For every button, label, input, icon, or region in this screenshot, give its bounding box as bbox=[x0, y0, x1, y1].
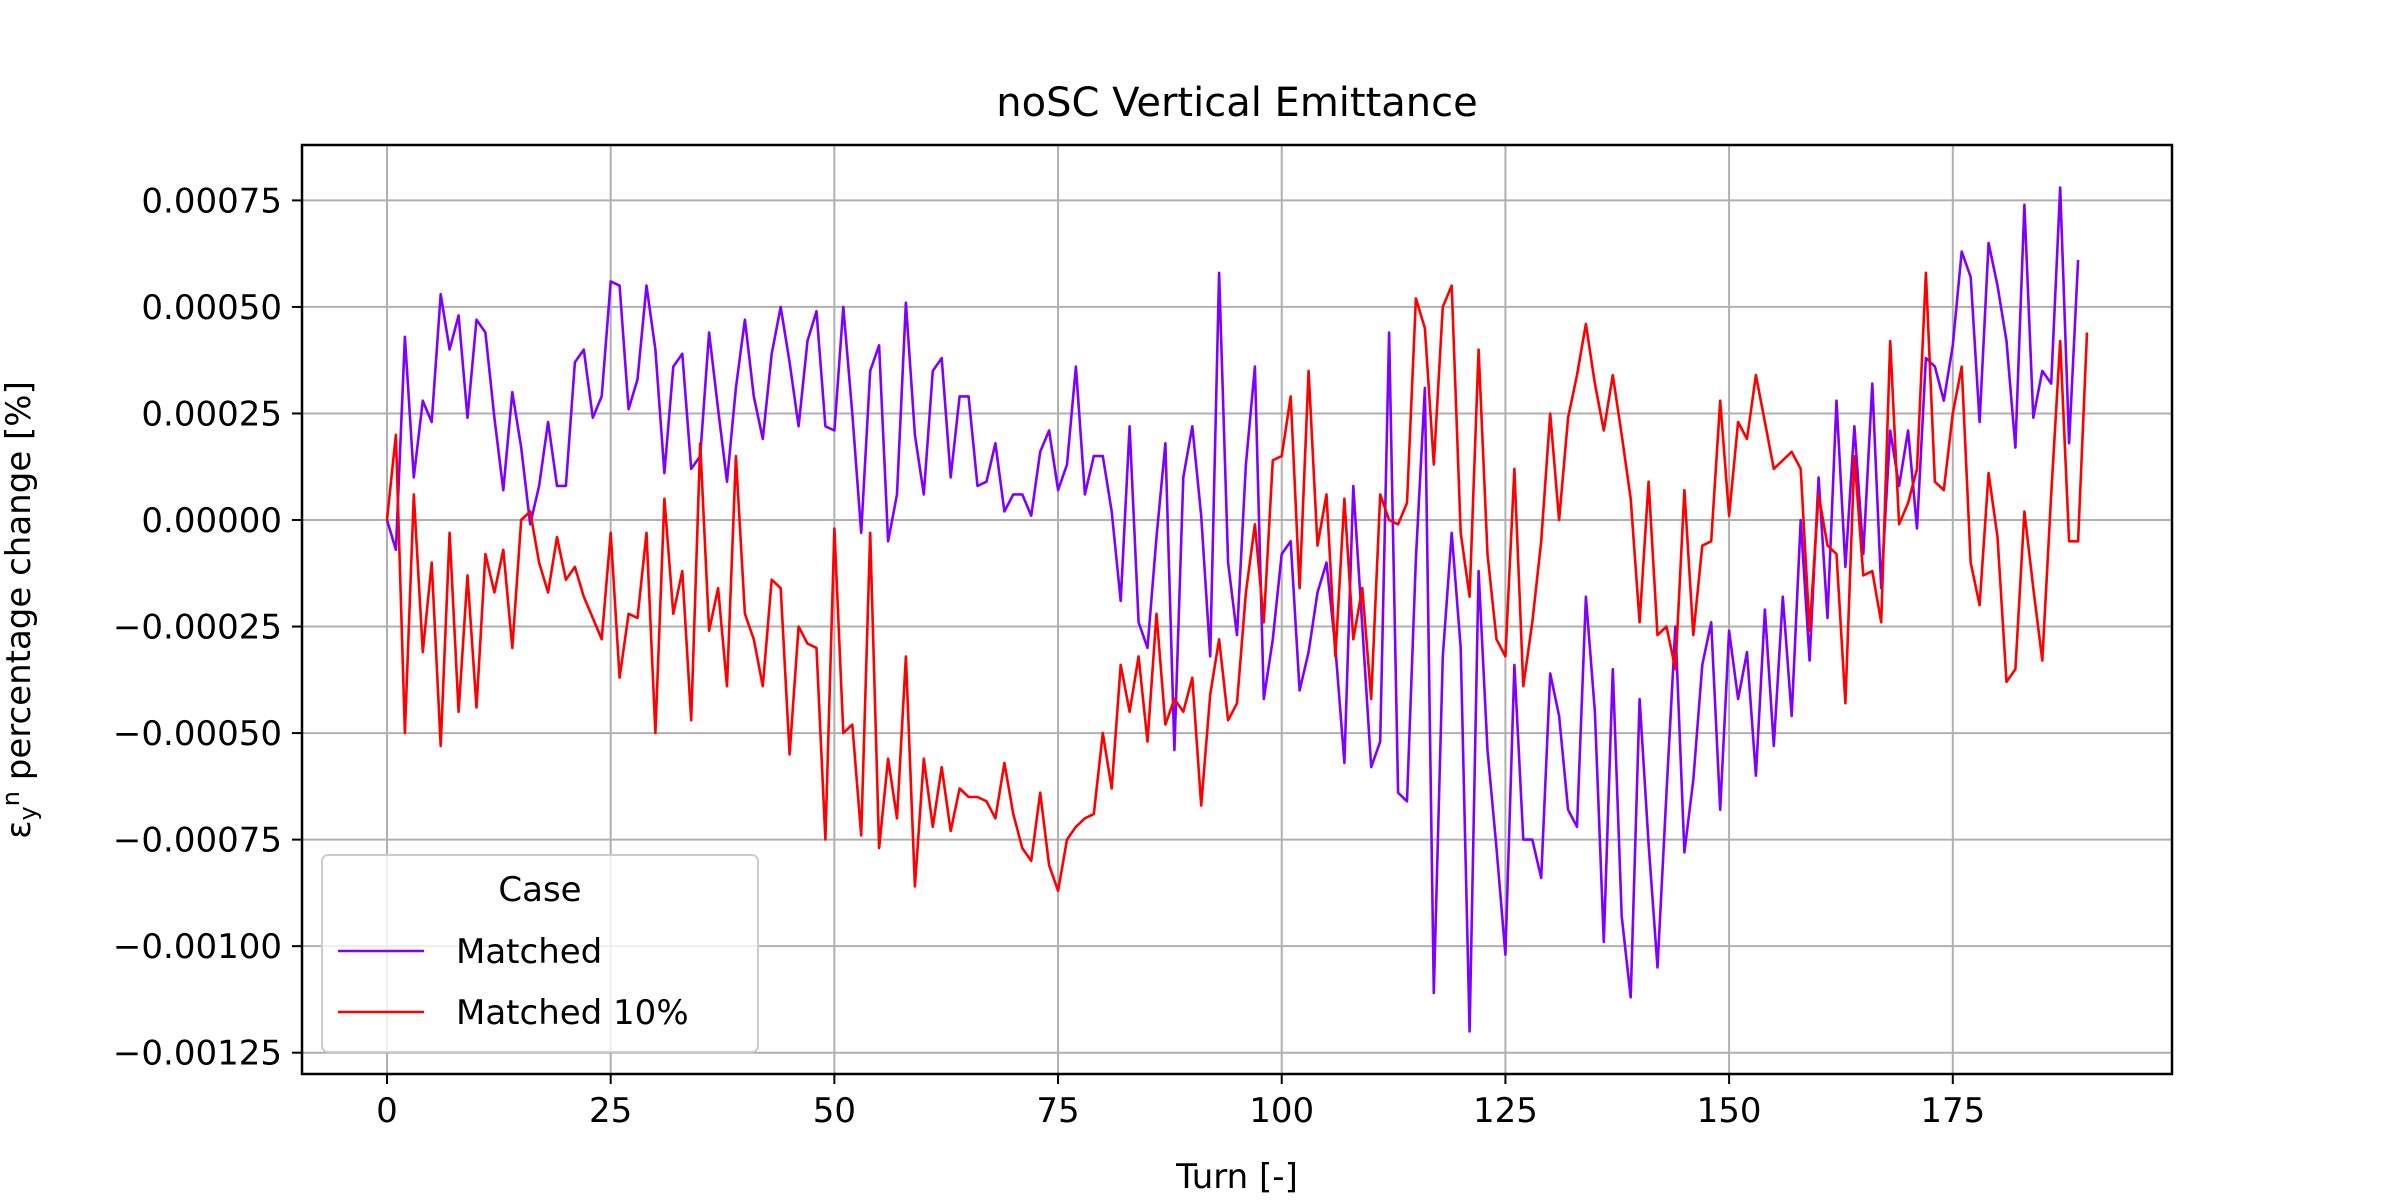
x-tick-label: 50 bbox=[813, 1091, 856, 1131]
plot-frame bbox=[300, 143, 2174, 1076]
x-tick-label: 150 bbox=[1697, 1091, 1762, 1131]
x-tick-label: 75 bbox=[1036, 1091, 1079, 1131]
y-axis-label: εyn percentage change [%] bbox=[0, 381, 42, 839]
x-tick-label: 0 bbox=[376, 1091, 398, 1131]
legend: Case Matched Matched 10% bbox=[321, 854, 759, 1053]
y-tick-label: 0.00075 bbox=[141, 181, 282, 221]
legend-label-matched-10pct: Matched 10% bbox=[456, 993, 689, 1033]
x-tick-label: 125 bbox=[1473, 1091, 1538, 1131]
x-axis-ticks: 0 25 50 75 100 125 150 175 bbox=[376, 1074, 1985, 1131]
series-lines bbox=[385, 186, 2089, 1033]
legend-label-matched: Matched bbox=[456, 932, 602, 972]
legend-title: Case bbox=[498, 870, 581, 910]
x-tick-label: 175 bbox=[1920, 1091, 1985, 1131]
chart-title: noSC Vertical Emittance bbox=[996, 80, 1477, 126]
y-axis-ticks: 0.00075 0.00050 0.00025 0.00000 −0.00025 −0.0… bbox=[113, 181, 302, 1074]
legend-box bbox=[321, 854, 759, 1053]
x-tick-label: 25 bbox=[589, 1091, 632, 1131]
y-tick-label: −0.00125 bbox=[113, 1034, 282, 1074]
y-tick-label: −0.00025 bbox=[113, 608, 282, 648]
y-tick-label: −0.00050 bbox=[113, 714, 282, 754]
y-tick-label: 0.00000 bbox=[141, 501, 282, 541]
y-tick-label: 0.00025 bbox=[141, 394, 282, 434]
y-tick-label: 0.00050 bbox=[141, 288, 282, 328]
x-tick-label: 100 bbox=[1249, 1091, 1314, 1131]
y-tick-label: −0.00075 bbox=[113, 821, 282, 861]
series-line-matched-10- bbox=[385, 271, 2089, 893]
series-line-matched bbox=[385, 186, 2080, 1033]
x-axis-label: Turn [-] bbox=[1175, 1157, 1298, 1197]
y-tick-label: −0.00100 bbox=[113, 927, 282, 967]
